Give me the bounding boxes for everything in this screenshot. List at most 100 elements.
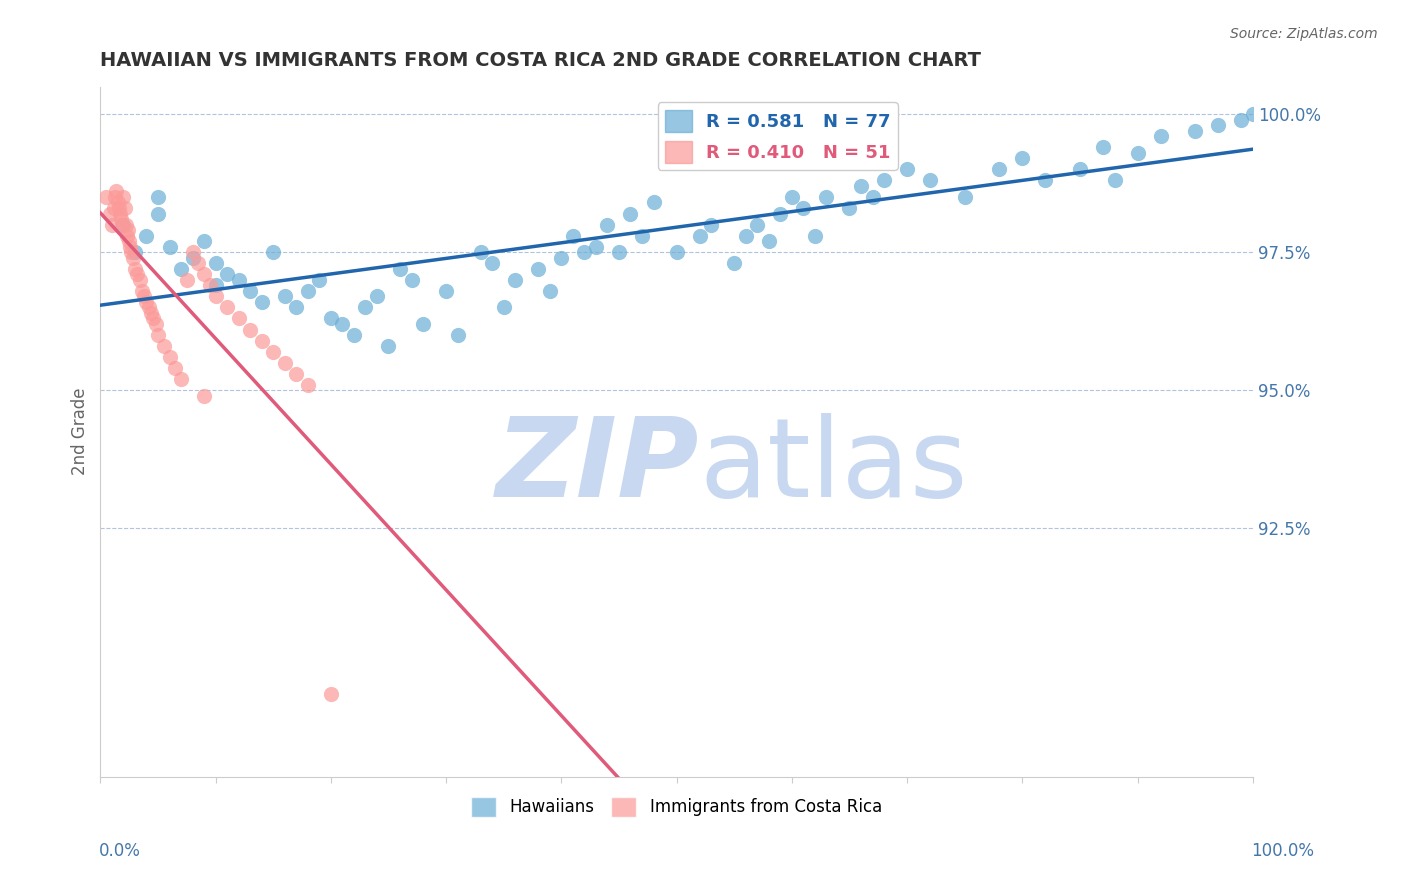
Point [112, 190, 135, 204]
Point [181, 245, 204, 260]
Point [159, 350, 181, 364]
Point [607, 245, 630, 260]
Point [285, 367, 308, 381]
Point [128, 273, 150, 287]
Point [146, 190, 169, 204]
Point [988, 162, 1011, 177]
Point [308, 273, 330, 287]
Point [1241, 107, 1264, 121]
Point [319, 311, 342, 326]
Point [115, 228, 138, 243]
Point [631, 228, 654, 243]
Point [585, 240, 607, 254]
Point [134, 289, 156, 303]
Point [1104, 173, 1126, 187]
Point [896, 162, 918, 177]
Point [239, 322, 262, 336]
Point [262, 344, 284, 359]
Point [139, 306, 162, 320]
Text: 0.0%: 0.0% [98, 842, 141, 860]
Point [388, 261, 411, 276]
Point [734, 228, 756, 243]
Point [204, 289, 226, 303]
Text: atlas: atlas [700, 413, 969, 520]
Point [747, 218, 769, 232]
Point [849, 178, 872, 193]
Point [297, 284, 319, 298]
Point [285, 301, 308, 315]
Point [114, 218, 136, 232]
Point [159, 240, 181, 254]
Point [274, 356, 297, 370]
Point [250, 334, 273, 348]
Point [165, 361, 187, 376]
Point [366, 289, 388, 303]
Point [198, 278, 221, 293]
Point [274, 289, 297, 303]
Point [758, 234, 780, 248]
Point [110, 212, 132, 227]
Point [217, 267, 239, 281]
Point [146, 206, 169, 220]
Point [181, 251, 204, 265]
Point [204, 278, 226, 293]
Point [1069, 162, 1091, 177]
Point [117, 223, 139, 237]
Point [619, 206, 641, 220]
Point [187, 256, 209, 270]
Point [142, 311, 165, 326]
Point [204, 256, 226, 270]
Point [561, 228, 583, 243]
Point [170, 372, 193, 386]
Text: ZIP: ZIP [496, 413, 700, 520]
Point [723, 256, 745, 270]
Point [838, 201, 860, 215]
Point [700, 218, 723, 232]
Point [193, 267, 215, 281]
Text: 100.0%: 100.0% [1251, 842, 1315, 860]
Point [111, 218, 134, 232]
Point [319, 687, 342, 701]
Point [1011, 151, 1033, 165]
Text: Source: ZipAtlas.com: Source: ZipAtlas.com [1230, 27, 1378, 41]
Point [596, 218, 619, 232]
Point [550, 251, 572, 265]
Point [135, 294, 157, 309]
Point [527, 261, 550, 276]
Point [146, 328, 169, 343]
Point [94, 190, 117, 204]
Point [343, 328, 366, 343]
Point [108, 206, 131, 220]
Point [780, 190, 803, 204]
Point [538, 284, 561, 298]
Point [1035, 173, 1057, 187]
Point [176, 273, 198, 287]
Point [434, 284, 457, 298]
Point [193, 234, 215, 248]
Point [1126, 145, 1149, 160]
Point [401, 273, 423, 287]
Point [217, 301, 239, 315]
Point [193, 389, 215, 403]
Point [138, 301, 160, 315]
Point [262, 245, 284, 260]
Point [228, 273, 250, 287]
Point [118, 234, 141, 248]
Point [98, 206, 121, 220]
Point [1092, 140, 1115, 154]
Point [250, 294, 273, 309]
Point [332, 317, 354, 331]
Point [492, 301, 515, 315]
Point [574, 245, 596, 260]
Legend: Hawaiians, Immigrants from Costa Rica: Hawaiians, Immigrants from Costa Rica [464, 790, 889, 823]
Point [121, 251, 143, 265]
Point [127, 267, 149, 281]
Point [792, 201, 814, 215]
Point [104, 190, 127, 204]
Point [152, 339, 174, 353]
Point [297, 377, 319, 392]
Point [873, 173, 896, 187]
Point [239, 284, 262, 298]
Point [481, 256, 503, 270]
Point [121, 245, 143, 260]
